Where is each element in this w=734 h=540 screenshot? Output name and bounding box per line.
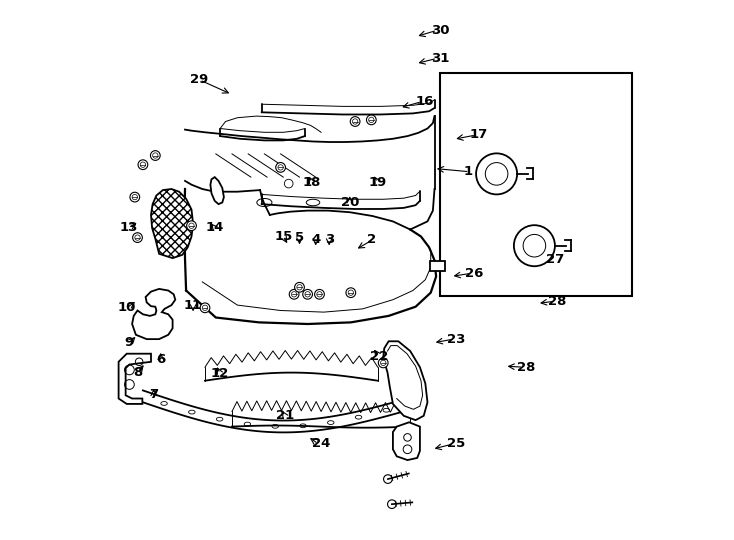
Text: 7: 7 [149,388,159,401]
Text: 9: 9 [125,336,134,349]
Circle shape [302,289,313,299]
Circle shape [346,288,356,298]
Circle shape [366,115,377,125]
FancyBboxPatch shape [429,261,445,271]
Text: 1: 1 [463,165,472,178]
Bar [440,73,631,296]
Text: 29: 29 [191,73,208,86]
Text: 12: 12 [211,367,229,380]
Text: 3: 3 [324,233,334,246]
Circle shape [315,289,324,299]
Circle shape [289,289,299,299]
Polygon shape [132,289,175,339]
Circle shape [294,282,305,292]
Text: 15: 15 [275,230,292,243]
Polygon shape [393,422,420,460]
Polygon shape [151,189,193,258]
Circle shape [130,192,139,202]
Text: 23: 23 [447,333,465,346]
Circle shape [350,117,360,126]
Circle shape [378,358,388,368]
Text: 28: 28 [548,295,566,308]
Circle shape [133,233,142,242]
Circle shape [514,225,555,266]
Circle shape [138,160,148,170]
Text: 28: 28 [517,361,536,374]
Polygon shape [211,177,224,204]
Text: 25: 25 [447,437,465,450]
Text: 22: 22 [370,350,388,363]
Text: 31: 31 [431,52,449,65]
Text: 13: 13 [119,221,137,234]
Circle shape [150,151,160,160]
Circle shape [388,500,396,509]
Circle shape [476,153,517,194]
Text: 11: 11 [184,299,203,312]
Text: 6: 6 [156,353,165,366]
Text: 27: 27 [546,253,564,266]
Text: 16: 16 [415,95,434,108]
Text: 14: 14 [206,221,224,234]
Text: 18: 18 [302,176,321,189]
Text: 19: 19 [368,176,387,189]
Text: 20: 20 [341,196,359,209]
Circle shape [186,221,197,231]
Polygon shape [119,354,151,404]
Text: 21: 21 [276,409,294,422]
Text: 8: 8 [133,366,142,379]
Text: 4: 4 [311,233,320,246]
Text: 5: 5 [295,231,304,244]
Circle shape [276,163,286,172]
Text: 17: 17 [470,129,488,141]
Text: 10: 10 [117,301,136,314]
Text: 24: 24 [312,437,330,450]
Polygon shape [383,341,427,420]
Text: 26: 26 [465,267,484,280]
Text: 30: 30 [431,24,449,37]
Circle shape [384,475,392,483]
Text: 2: 2 [367,233,376,246]
Circle shape [200,303,210,313]
